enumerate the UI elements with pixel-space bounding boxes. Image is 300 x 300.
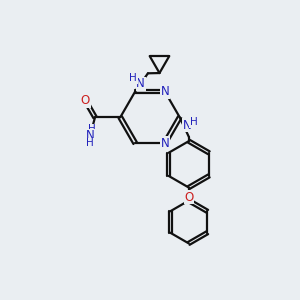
Text: H: H xyxy=(129,74,137,83)
Text: N: N xyxy=(183,119,191,132)
Text: N: N xyxy=(85,130,94,142)
Text: N: N xyxy=(160,85,169,98)
Text: H: H xyxy=(86,138,94,148)
Text: H: H xyxy=(88,124,95,134)
Text: N: N xyxy=(136,77,145,90)
Text: O: O xyxy=(184,190,194,203)
Text: N: N xyxy=(160,136,169,149)
Text: O: O xyxy=(81,94,90,107)
Text: H: H xyxy=(190,117,198,128)
